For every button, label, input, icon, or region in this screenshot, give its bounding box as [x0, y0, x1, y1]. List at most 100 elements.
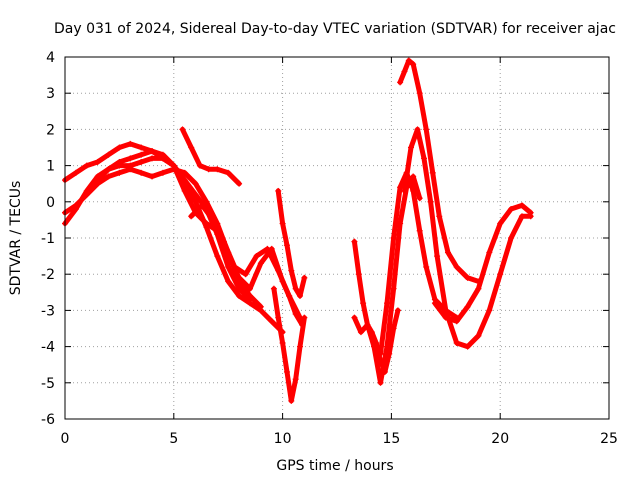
chart-title: Day 031 of 2024, Sidereal Day-to-day VTE…: [54, 21, 616, 37]
x-tick-label: 5: [169, 431, 178, 447]
data-point: [188, 213, 195, 220]
data-point: [427, 198, 434, 205]
data-point: [279, 220, 286, 227]
data-point: [94, 158, 101, 165]
data-point: [105, 151, 112, 158]
data-point: [390, 235, 397, 241]
data-point: [297, 343, 304, 350]
data-point: [236, 274, 243, 281]
data-point: [72, 169, 79, 176]
data-point: [429, 169, 436, 176]
data-point: [83, 187, 90, 194]
y-tick-label: -5: [41, 376, 55, 392]
data-point: [401, 68, 408, 75]
data-point: [410, 61, 417, 68]
y-tick-label: 3: [46, 86, 55, 102]
data-point: [508, 206, 515, 213]
data-point: [279, 278, 286, 285]
data-point: [83, 162, 90, 169]
data-point: [236, 285, 243, 292]
data-point: [225, 169, 232, 176]
data-point: [442, 307, 449, 314]
data-point: [283, 242, 290, 249]
data-point: [434, 253, 441, 260]
y-tick-labels: 4 3 2 1 0 -1 -2 -3 -4 -5 -6: [41, 50, 55, 428]
data-point: [268, 245, 275, 252]
data-point: [431, 300, 438, 307]
data-point: [170, 162, 177, 169]
data-point: [416, 195, 423, 202]
data-point: [203, 198, 210, 205]
y-axis-label: SDTVAR / TECUs: [8, 181, 24, 296]
data-point: [275, 314, 282, 321]
data-point: [214, 253, 221, 260]
data-point: [253, 253, 260, 260]
series-arc-4: [95, 148, 286, 335]
data-point: [225, 253, 232, 260]
data-point: [414, 126, 421, 133]
data-point: [405, 57, 412, 64]
data-point: [138, 151, 145, 158]
data-point: [268, 318, 275, 325]
data-point: [423, 263, 430, 270]
x-tick-labels: 0 5 10 15 20 25: [61, 431, 618, 447]
data-point: [192, 191, 199, 198]
data-point: [288, 397, 295, 404]
data-point: [181, 169, 188, 176]
data-point: [297, 292, 304, 299]
data-point: [464, 303, 471, 310]
data-point: [127, 155, 134, 162]
data-point: [116, 169, 123, 176]
data-point: [105, 166, 112, 173]
data-point: [527, 209, 534, 216]
data-point: [475, 285, 482, 292]
data-point: [199, 202, 206, 209]
y-tick-label: -6: [41, 412, 55, 428]
x-tick-label: 10: [274, 431, 292, 447]
data-point: [192, 180, 199, 187]
data-point: [257, 260, 264, 267]
data-point: [286, 292, 293, 299]
data-point: [116, 144, 123, 151]
y-tick-label: 4: [46, 50, 55, 66]
data-point: [288, 267, 295, 274]
x-tick-label: 20: [491, 431, 509, 447]
data-point: [436, 213, 443, 220]
data-point: [370, 343, 377, 350]
data-point: [246, 285, 253, 292]
data-point: [416, 90, 423, 97]
data-point: [351, 238, 358, 245]
series-arc-1: [62, 141, 253, 302]
data-point: [205, 166, 212, 173]
data-point: [355, 271, 362, 278]
data-point: [301, 274, 308, 281]
data-point: [453, 318, 460, 325]
data-point: [497, 220, 504, 227]
data-point: [444, 249, 451, 256]
x-tick-label: 0: [61, 431, 70, 447]
data-point: [236, 292, 243, 299]
data-point: [407, 144, 414, 151]
data-point: [518, 213, 525, 220]
data-point: [94, 177, 101, 184]
axis-ticks: [64, 56, 610, 420]
data-point: [464, 274, 471, 281]
data-point: [384, 343, 391, 350]
data-point: [464, 343, 471, 350]
data-point: [360, 300, 367, 307]
data-point: [401, 187, 408, 194]
series-arc-9: [271, 286, 307, 404]
data-point: [179, 126, 186, 133]
data-point: [236, 180, 243, 187]
data-point: [410, 187, 417, 194]
data-point: [188, 144, 195, 151]
data-point: [442, 314, 449, 321]
data-point: [275, 187, 282, 194]
x-axis-label: GPS time / hours: [276, 458, 393, 474]
data-point: [421, 155, 428, 162]
data-point: [72, 206, 79, 213]
data-point: [292, 285, 299, 292]
data-point: [181, 184, 188, 191]
data-point: [486, 249, 493, 256]
